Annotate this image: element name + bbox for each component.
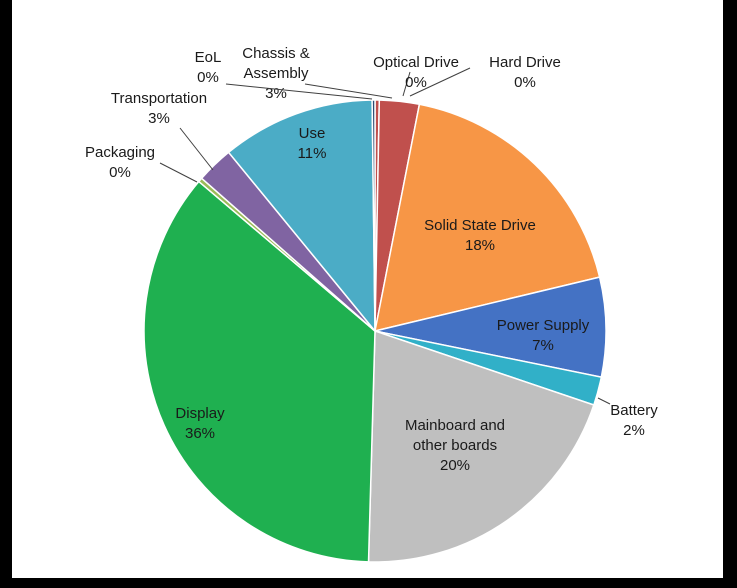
pie-slice-mainboard-and-other-boards bbox=[367, 329, 595, 563]
data-label-packaging: Packaging bbox=[85, 144, 155, 161]
data-label-use: Use bbox=[299, 125, 326, 142]
data-label-battery: Battery bbox=[610, 402, 658, 419]
pie-slice-display bbox=[143, 180, 376, 563]
data-label-mainboard-and-other-boards: Mainboard and bbox=[405, 417, 505, 434]
data-label-pct-chassis-assembly: 3% bbox=[265, 85, 287, 102]
leader-line bbox=[179, 127, 214, 171]
pie-slice-use bbox=[227, 99, 376, 334]
data-label-chassis-assembly: Chassis & bbox=[242, 45, 310, 62]
data-label-pct-transportation: 3% bbox=[148, 110, 170, 127]
data-label-pct-power-supply: 7% bbox=[532, 337, 554, 354]
leader-line bbox=[159, 162, 198, 183]
data-label-chassis-assembly: Assembly bbox=[243, 65, 309, 82]
data-label-solid-state-drive: Solid State Drive bbox=[424, 217, 536, 234]
data-label-pct-eol: 0% bbox=[197, 69, 219, 86]
data-label-optical-drive: Optical Drive bbox=[373, 54, 459, 71]
data-label-display: Display bbox=[175, 405, 225, 422]
leader-line bbox=[597, 397, 611, 405]
pie-slice-eol bbox=[371, 99, 376, 332]
data-label-pct-use: 11% bbox=[298, 145, 327, 162]
data-label-pct-display: 36% bbox=[185, 425, 215, 442]
data-label-mainboard-and-other-boards: other boards bbox=[413, 437, 497, 454]
leader-line bbox=[409, 67, 471, 97]
pie-slice-solid-state-drive bbox=[374, 103, 601, 333]
data-label-power-supply: Power Supply bbox=[497, 317, 590, 334]
data-label-pct-optical-drive: 0% bbox=[405, 74, 427, 91]
data-label-pct-hard-drive: 0% bbox=[514, 74, 536, 91]
data-label-transportation: Transportation bbox=[111, 90, 207, 107]
leader-line bbox=[225, 83, 373, 100]
leader-line bbox=[304, 83, 393, 99]
leader-line bbox=[402, 71, 411, 97]
data-label-pct-mainboard-and-other-boards: 20% bbox=[440, 457, 470, 474]
data-label-pct-packaging: 0% bbox=[109, 164, 131, 181]
data-label-pct-battery: 2% bbox=[623, 422, 645, 439]
data-label-pct-solid-state-drive: 18% bbox=[465, 237, 495, 254]
data-label-eol: EoL bbox=[195, 49, 222, 66]
data-label-hard-drive: Hard Drive bbox=[489, 54, 561, 71]
